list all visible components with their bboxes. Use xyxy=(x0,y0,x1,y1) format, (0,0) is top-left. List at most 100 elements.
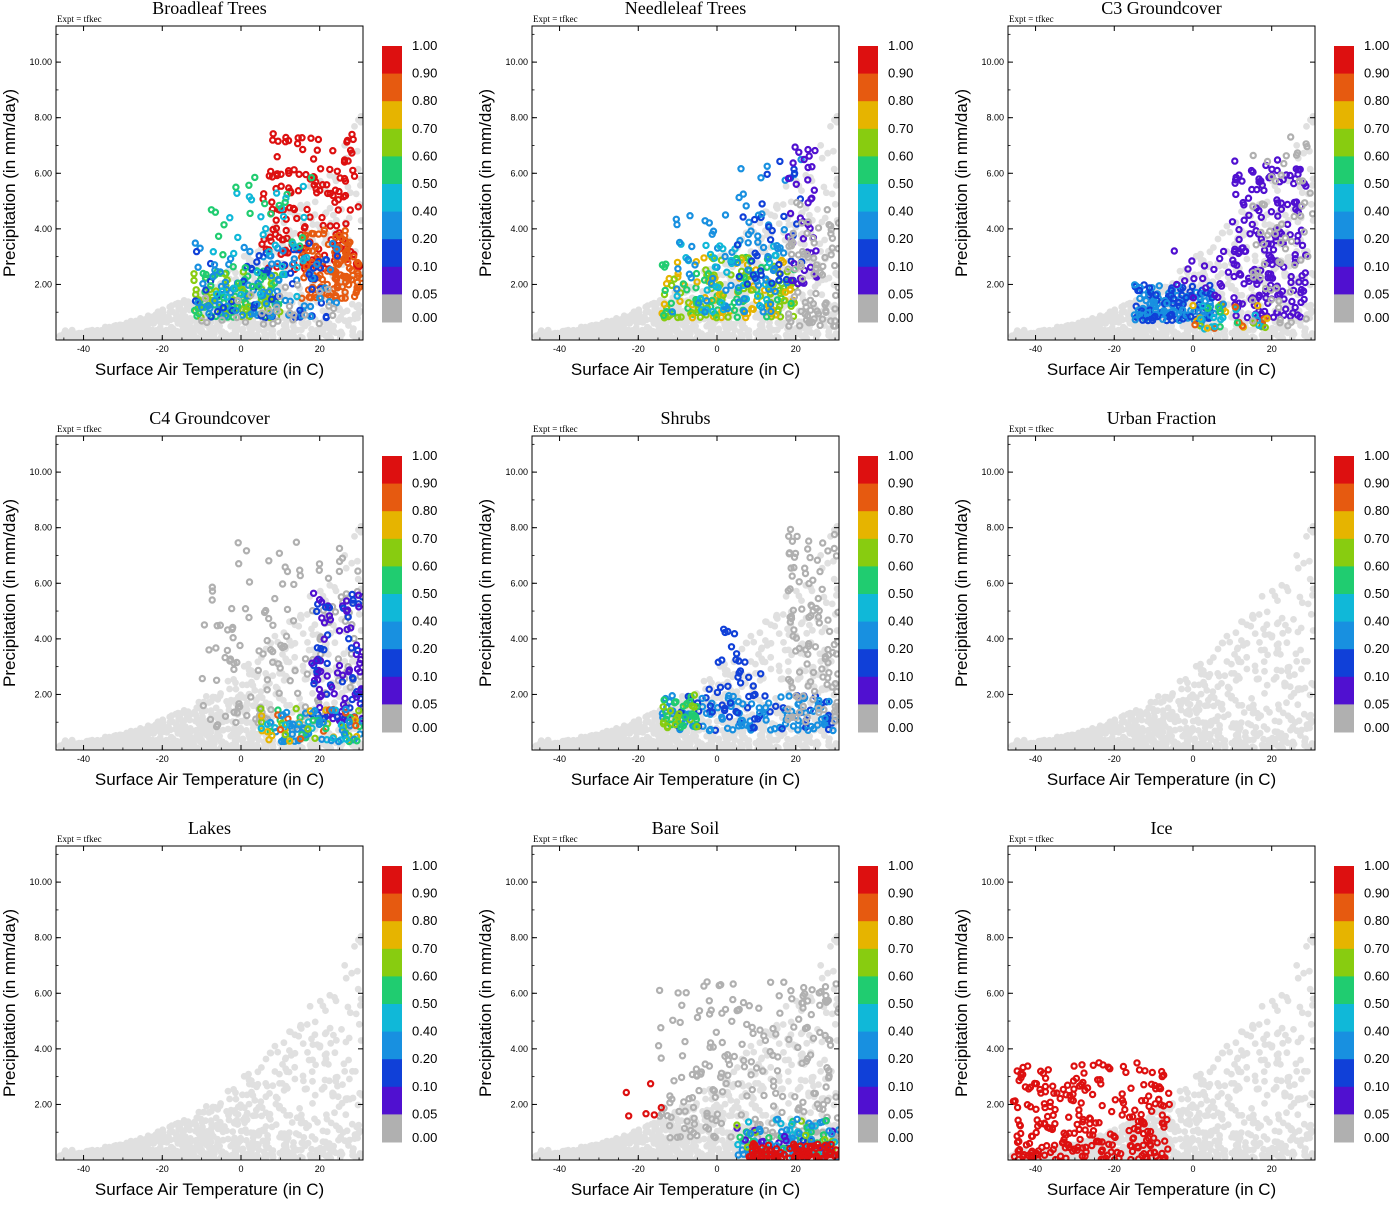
background-point xyxy=(1065,322,1072,329)
colorbar-label: 0.70 xyxy=(1364,121,1389,136)
background-point xyxy=(195,335,202,342)
colorbar-box xyxy=(382,74,402,102)
data-point xyxy=(200,281,205,286)
data-point xyxy=(796,150,801,155)
y-axis-label: Precipitation (in mm/day) xyxy=(0,89,19,277)
data-point xyxy=(301,215,306,220)
background-point xyxy=(721,330,728,337)
background-point xyxy=(1126,328,1133,335)
data-point xyxy=(1283,307,1288,312)
background-point xyxy=(721,322,728,329)
data-point xyxy=(1190,303,1195,308)
data-point xyxy=(810,236,815,241)
data-point xyxy=(825,207,830,212)
data-point xyxy=(292,207,297,212)
data-point xyxy=(351,137,356,142)
background-point xyxy=(300,630,307,637)
data-point xyxy=(703,218,708,223)
background-point xyxy=(774,205,781,212)
colorbar-box xyxy=(858,129,878,157)
colorbar-label: 0.40 xyxy=(1364,204,1389,219)
colorbar-label: 1.00 xyxy=(412,38,437,53)
data-point xyxy=(830,246,835,251)
data-point xyxy=(1285,202,1290,207)
y-tick-label: 4.00 xyxy=(34,224,52,234)
background-point xyxy=(309,690,316,697)
colorbar-box xyxy=(382,101,402,129)
background-point xyxy=(79,335,86,342)
data-point xyxy=(1283,246,1288,251)
background-point xyxy=(620,323,627,330)
background-point xyxy=(829,335,836,342)
x-tick-label: 20 xyxy=(1267,344,1277,354)
background-point xyxy=(113,322,120,329)
background-point xyxy=(246,256,253,263)
data-point xyxy=(1289,299,1294,304)
colorbar-box xyxy=(1334,156,1354,184)
data-layer xyxy=(57,523,367,752)
data-point xyxy=(1275,157,1280,162)
background-point xyxy=(759,324,766,331)
background-point xyxy=(1293,142,1300,149)
data-point xyxy=(191,278,196,283)
data-point xyxy=(728,283,733,288)
y-tick-label: 8.00 xyxy=(986,113,1004,123)
background-point xyxy=(151,315,158,322)
background-point xyxy=(832,201,839,208)
background-point xyxy=(176,306,183,313)
data-point xyxy=(1189,258,1194,263)
background-point xyxy=(1215,332,1222,339)
data-point xyxy=(258,214,263,219)
colorbar-label: 0.00 xyxy=(412,310,437,325)
data-point xyxy=(1289,239,1294,244)
data-point xyxy=(760,201,765,206)
data-point xyxy=(1246,196,1251,201)
colorbar-box xyxy=(382,184,402,212)
background-point xyxy=(768,335,775,342)
colorbar-box xyxy=(1334,184,1354,212)
background-point xyxy=(1170,329,1177,336)
data-point xyxy=(1271,247,1276,252)
background-point xyxy=(1093,316,1100,323)
x-tick-label: 0 xyxy=(238,344,243,354)
background-point xyxy=(730,321,737,328)
data-point xyxy=(781,214,786,219)
data-point xyxy=(330,313,335,318)
colorbar-label: 1.00 xyxy=(1364,38,1389,53)
background-point xyxy=(589,322,596,329)
y-tick-label: 6.00 xyxy=(986,168,1004,178)
colorbar-label: 0.90 xyxy=(412,66,437,81)
colorbar-label: 0.20 xyxy=(412,231,437,246)
data-point xyxy=(752,217,757,222)
background-point xyxy=(1308,270,1315,277)
y-tick-label: 8.00 xyxy=(510,113,528,123)
data-point xyxy=(795,281,800,286)
colorbar-label: 0.10 xyxy=(888,259,913,274)
data-point xyxy=(1226,270,1231,275)
colorbar-label: 0.80 xyxy=(888,93,913,108)
background-point xyxy=(1181,332,1188,339)
colorbar-label: 0.50 xyxy=(1364,176,1389,191)
data-layer xyxy=(533,113,843,342)
background-point xyxy=(1244,256,1251,263)
background-point xyxy=(229,332,236,339)
data-point xyxy=(305,207,310,212)
colorbar-label: 0.90 xyxy=(888,66,913,81)
background-point xyxy=(263,332,270,339)
colorbar-label: 0.70 xyxy=(412,121,437,136)
data-point xyxy=(808,298,813,303)
colorbar-label: 0.50 xyxy=(412,176,437,191)
data-point xyxy=(279,184,284,189)
background-point xyxy=(254,321,261,328)
background-point xyxy=(187,331,194,338)
background-point xyxy=(245,330,252,337)
data-point xyxy=(1251,153,1256,158)
data-point xyxy=(318,166,323,171)
background-point xyxy=(644,302,651,309)
background-point xyxy=(1076,330,1083,337)
background-point xyxy=(826,275,833,282)
data-point xyxy=(1303,280,1308,285)
background-point xyxy=(124,330,131,337)
background-point xyxy=(227,323,234,330)
